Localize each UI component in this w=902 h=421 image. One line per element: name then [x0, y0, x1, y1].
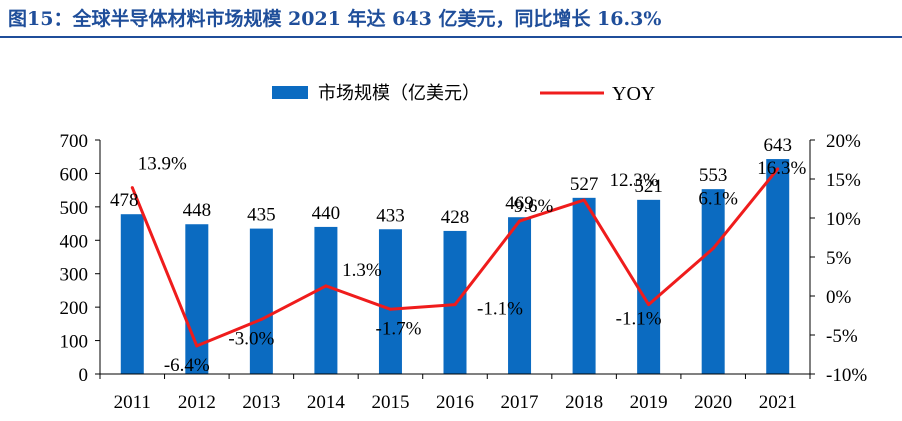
- bar-label-2021: 643: [763, 135, 792, 156]
- yoy-label-2014: 1.3%: [342, 260, 382, 281]
- bar-label-2013: 435: [247, 205, 276, 226]
- plot-area: 478 448 435 440 433 428 469 527 521 553 643 13.9% -…: [60, 131, 868, 413]
- yoy-label-2020: 6.1%: [698, 188, 738, 209]
- left-tick-label: 700: [60, 131, 89, 152]
- x-tick-label: 2014: [307, 392, 346, 413]
- bar-2014: [314, 226, 338, 374]
- x-tick-label: 2013: [242, 392, 280, 413]
- left-tick-label: 100: [60, 332, 89, 353]
- title-rule: [0, 36, 902, 38]
- bar-label-2018: 527: [570, 174, 599, 195]
- yoy-point-2011: [130, 186, 134, 190]
- bar-label-2012: 448: [183, 200, 212, 221]
- bar-2020: [701, 189, 725, 374]
- bar-label-2020: 553: [699, 165, 728, 186]
- right-tick-label: 15%: [826, 170, 861, 191]
- x-tick-label: 2019: [630, 392, 668, 413]
- yoy-point-2021: [776, 167, 780, 171]
- yoy-label-2021: 16.3%: [757, 158, 806, 179]
- yoy-point-2019: [647, 303, 651, 307]
- bar-label-2017: 469: [505, 193, 534, 214]
- yoy-point-2012: [195, 344, 199, 348]
- yoy-label-2015: -1.7%: [376, 318, 422, 339]
- left-tick-label: 600: [60, 164, 89, 185]
- bar-value-labels: 478 448 435 440 433 428 469 527 521 553 643: [110, 135, 792, 228]
- yoy-label-2018: 12.3%: [610, 170, 659, 191]
- x-tick-label: 2020: [694, 392, 732, 413]
- bars: [120, 159, 790, 374]
- bar-2018: [572, 197, 596, 374]
- right-tick-label: 20%: [826, 131, 861, 152]
- yoy-point-2020: [711, 246, 715, 250]
- right-tick-label: 0%: [826, 287, 852, 308]
- yoy-point-2014: [324, 284, 328, 288]
- bar-label-2011: 478: [110, 190, 139, 211]
- right-tick-label: 10%: [826, 209, 861, 230]
- yoy-point-2018: [582, 198, 586, 202]
- yoy-point-2013: [259, 317, 263, 321]
- x-tick-label: 2021: [759, 392, 797, 413]
- x-tick-label: 2015: [371, 392, 409, 413]
- x-tick-label: 2012: [178, 392, 216, 413]
- x-axis: 2011 2012 2013 2014 2015 2016 2017 2018 2019 2020…: [99, 373, 811, 413]
- bar-label-2016: 428: [441, 207, 470, 228]
- yoy-labels: 13.9% -6.4% -3.0% 1.3% -1.7% -1.1% 9.6% 12.3% -1…: [138, 154, 807, 376]
- yoy-label-2013: -3.0%: [228, 328, 274, 349]
- yoy-label-2012: -6.4%: [164, 355, 210, 376]
- yoy-label-2016: -1.1%: [477, 299, 523, 320]
- yoy-point-2016: [453, 303, 457, 307]
- bar-2011: [120, 214, 144, 374]
- left-tick-label: 0: [79, 365, 89, 386]
- right-tick-label: -10%: [826, 365, 867, 386]
- x-tick-label: 2016: [436, 392, 474, 413]
- left-tick-label: 400: [60, 231, 89, 252]
- yoy-label-2011: 13.9%: [138, 154, 187, 175]
- bar-label-2014: 440: [312, 203, 341, 224]
- yoy-line: [130, 167, 780, 348]
- right-tick-label: 5%: [826, 248, 852, 269]
- yoy-label-2019: -1.1%: [616, 309, 662, 330]
- bar-2017: [508, 217, 532, 374]
- left-tick-label: 500: [60, 198, 89, 219]
- x-tick-label: 2017: [501, 392, 539, 413]
- bar-2012: [185, 224, 209, 374]
- bar-label-2015: 433: [376, 205, 405, 226]
- bar-2019: [637, 199, 661, 374]
- yoy-point-2017: [518, 219, 522, 223]
- legend: 市场规模（亿美元） YOY: [272, 83, 655, 105]
- yoy-point-2015: [388, 307, 392, 311]
- bar-label-2019: 521: [634, 176, 663, 197]
- left-axis: 0 100 200 300 400 500 600 700: [60, 131, 101, 386]
- left-tick-label: 200: [60, 298, 89, 319]
- bar-2015: [378, 229, 402, 374]
- x-tick-label: 2011: [114, 392, 151, 413]
- x-tick-label: 2018: [565, 392, 603, 413]
- bar-2021: [766, 159, 790, 374]
- right-axis: -10% -5% 0% 5% 10% 15% 20%: [809, 131, 867, 386]
- legend-bar-swatch: [272, 86, 308, 99]
- bar-2013: [249, 228, 273, 374]
- left-tick-label: 300: [60, 265, 89, 286]
- legend-bar-label: 市场规模（亿美元）: [318, 83, 480, 103]
- figure-title: 图15：全球半导体材料市场规模 2021 年达 643 亿美元，同比增长 16.…: [8, 8, 662, 30]
- legend-line-label: YOY: [612, 83, 655, 105]
- yoy-label-2017: 9.6%: [514, 196, 554, 217]
- right-tick-label: -5%: [826, 326, 858, 347]
